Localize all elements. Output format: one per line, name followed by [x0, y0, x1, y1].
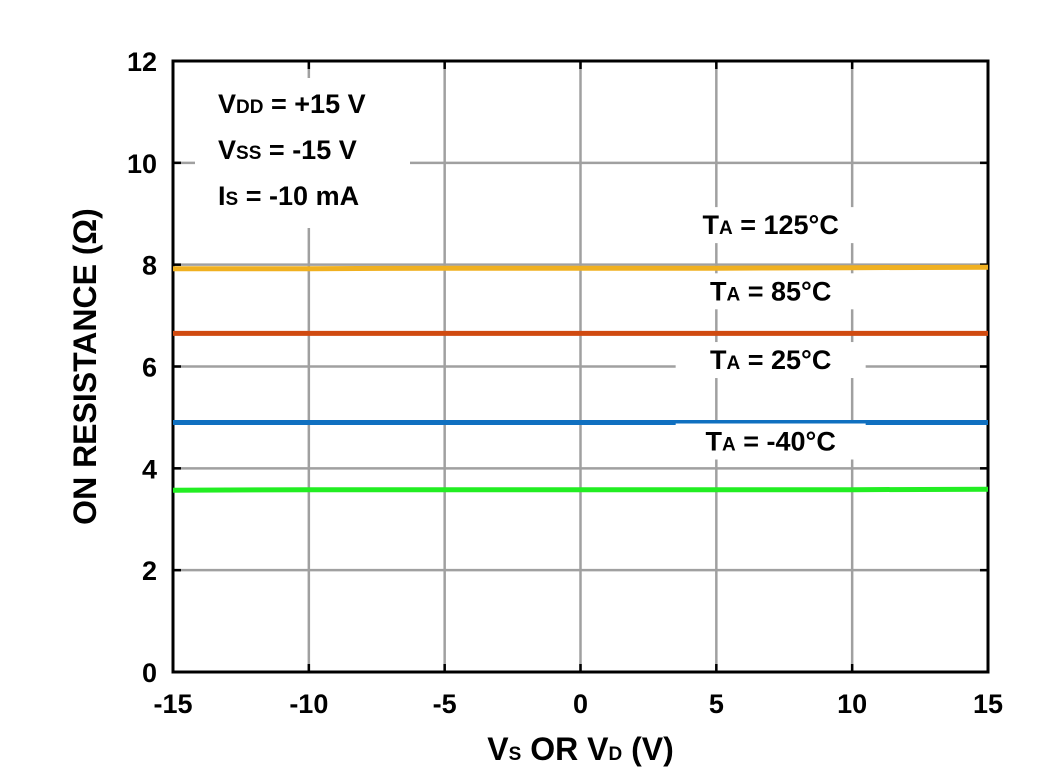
x-tick-label: 5	[709, 689, 724, 719]
conditions-bg	[195, 78, 410, 228]
series-line-0	[173, 264, 989, 272]
x-tick-label: -10	[289, 689, 328, 719]
axis-ticks	[171, 59, 990, 674]
y-tick-label: 4	[142, 454, 157, 484]
series-line-3	[172, 486, 989, 493]
tick-labels: -15 -10 -5 0 5 10 15 0 2 4 6 8 10 12 VS OR VD (V) ON RE…	[67, 47, 1003, 767]
series-label-bg	[675, 423, 866, 460]
x-tick-label: 15	[973, 689, 1003, 719]
x-tick-label: -15	[153, 689, 192, 719]
y-tick-label: 6	[142, 353, 157, 383]
x-tick-label: 0	[573, 689, 588, 719]
annotations: TA = 125°CTA = 85°CTA = 25°CTA = -40°CVD…	[195, 78, 866, 460]
condition-text: VSS = -15 V	[218, 135, 357, 165]
y-tick-label: 0	[142, 658, 157, 688]
y-axis-title: ON RESISTANCE (Ω)	[67, 208, 103, 525]
y-tick-label: 2	[142, 556, 157, 586]
series-lines	[172, 264, 989, 493]
x-tick-label: 10	[837, 689, 867, 719]
x-axis-title: VS OR VD (V)	[487, 731, 673, 767]
condition-text: IS = -10 mA	[218, 181, 359, 211]
y-tick-label: 8	[142, 251, 157, 281]
y-tick-label: 12	[127, 47, 157, 77]
x-tick-label: -5	[433, 689, 457, 719]
y-tick-label: 10	[127, 149, 157, 179]
series-label-bg	[675, 207, 866, 244]
series-label-2: TA = 25°C	[710, 345, 831, 375]
series-label-bg	[675, 273, 866, 310]
series-label-bg	[675, 342, 866, 379]
